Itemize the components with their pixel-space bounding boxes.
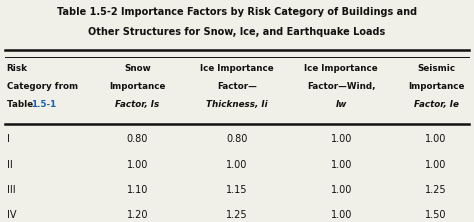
Text: 1.20: 1.20 [127,210,148,220]
Text: 1.15: 1.15 [226,185,248,195]
Text: IV: IV [7,210,16,220]
Text: Table: Table [7,100,36,109]
Text: Importance: Importance [109,82,165,91]
Text: I: I [7,134,9,144]
Text: Factor, Ie: Factor, Ie [414,100,458,109]
Text: 1.50: 1.50 [425,210,447,220]
Text: Table 1.5-2 Importance Factors by Risk Category of Buildings and: Table 1.5-2 Importance Factors by Risk C… [57,7,417,17]
Text: 1.10: 1.10 [127,185,148,195]
Text: Iw: Iw [336,100,347,109]
Text: 1.00: 1.00 [425,134,447,144]
Text: 1.00: 1.00 [330,210,352,220]
Text: II: II [7,160,12,170]
Text: 1.00: 1.00 [127,160,148,170]
Text: 1.25: 1.25 [226,210,248,220]
Text: Importance: Importance [408,82,464,91]
Text: Category from: Category from [7,82,78,91]
Text: 1.00: 1.00 [330,160,352,170]
Text: Thickness, Ii: Thickness, Ii [206,100,268,109]
Text: Factor, Is: Factor, Is [115,100,160,109]
Text: 1.00: 1.00 [226,160,248,170]
Text: 1.00: 1.00 [330,185,352,195]
Text: 0.80: 0.80 [226,134,248,144]
Text: 1.25: 1.25 [425,185,447,195]
Text: Other Structures for Snow, Ice, and Earthquake Loads: Other Structures for Snow, Ice, and Eart… [88,27,386,37]
Text: Factor—: Factor— [217,82,257,91]
Text: Ice Importance: Ice Importance [200,64,274,73]
Text: Factor—Wind,: Factor—Wind, [307,82,375,91]
Text: Seismic: Seismic [417,64,455,73]
Text: III: III [7,185,15,195]
Text: Ice Importance: Ice Importance [304,64,378,73]
Text: Risk: Risk [7,64,27,73]
Text: 1.00: 1.00 [330,134,352,144]
Text: 1.00: 1.00 [425,160,447,170]
Text: Snow: Snow [124,64,151,73]
Text: 1.5-1: 1.5-1 [31,100,56,109]
Text: 0.80: 0.80 [127,134,148,144]
